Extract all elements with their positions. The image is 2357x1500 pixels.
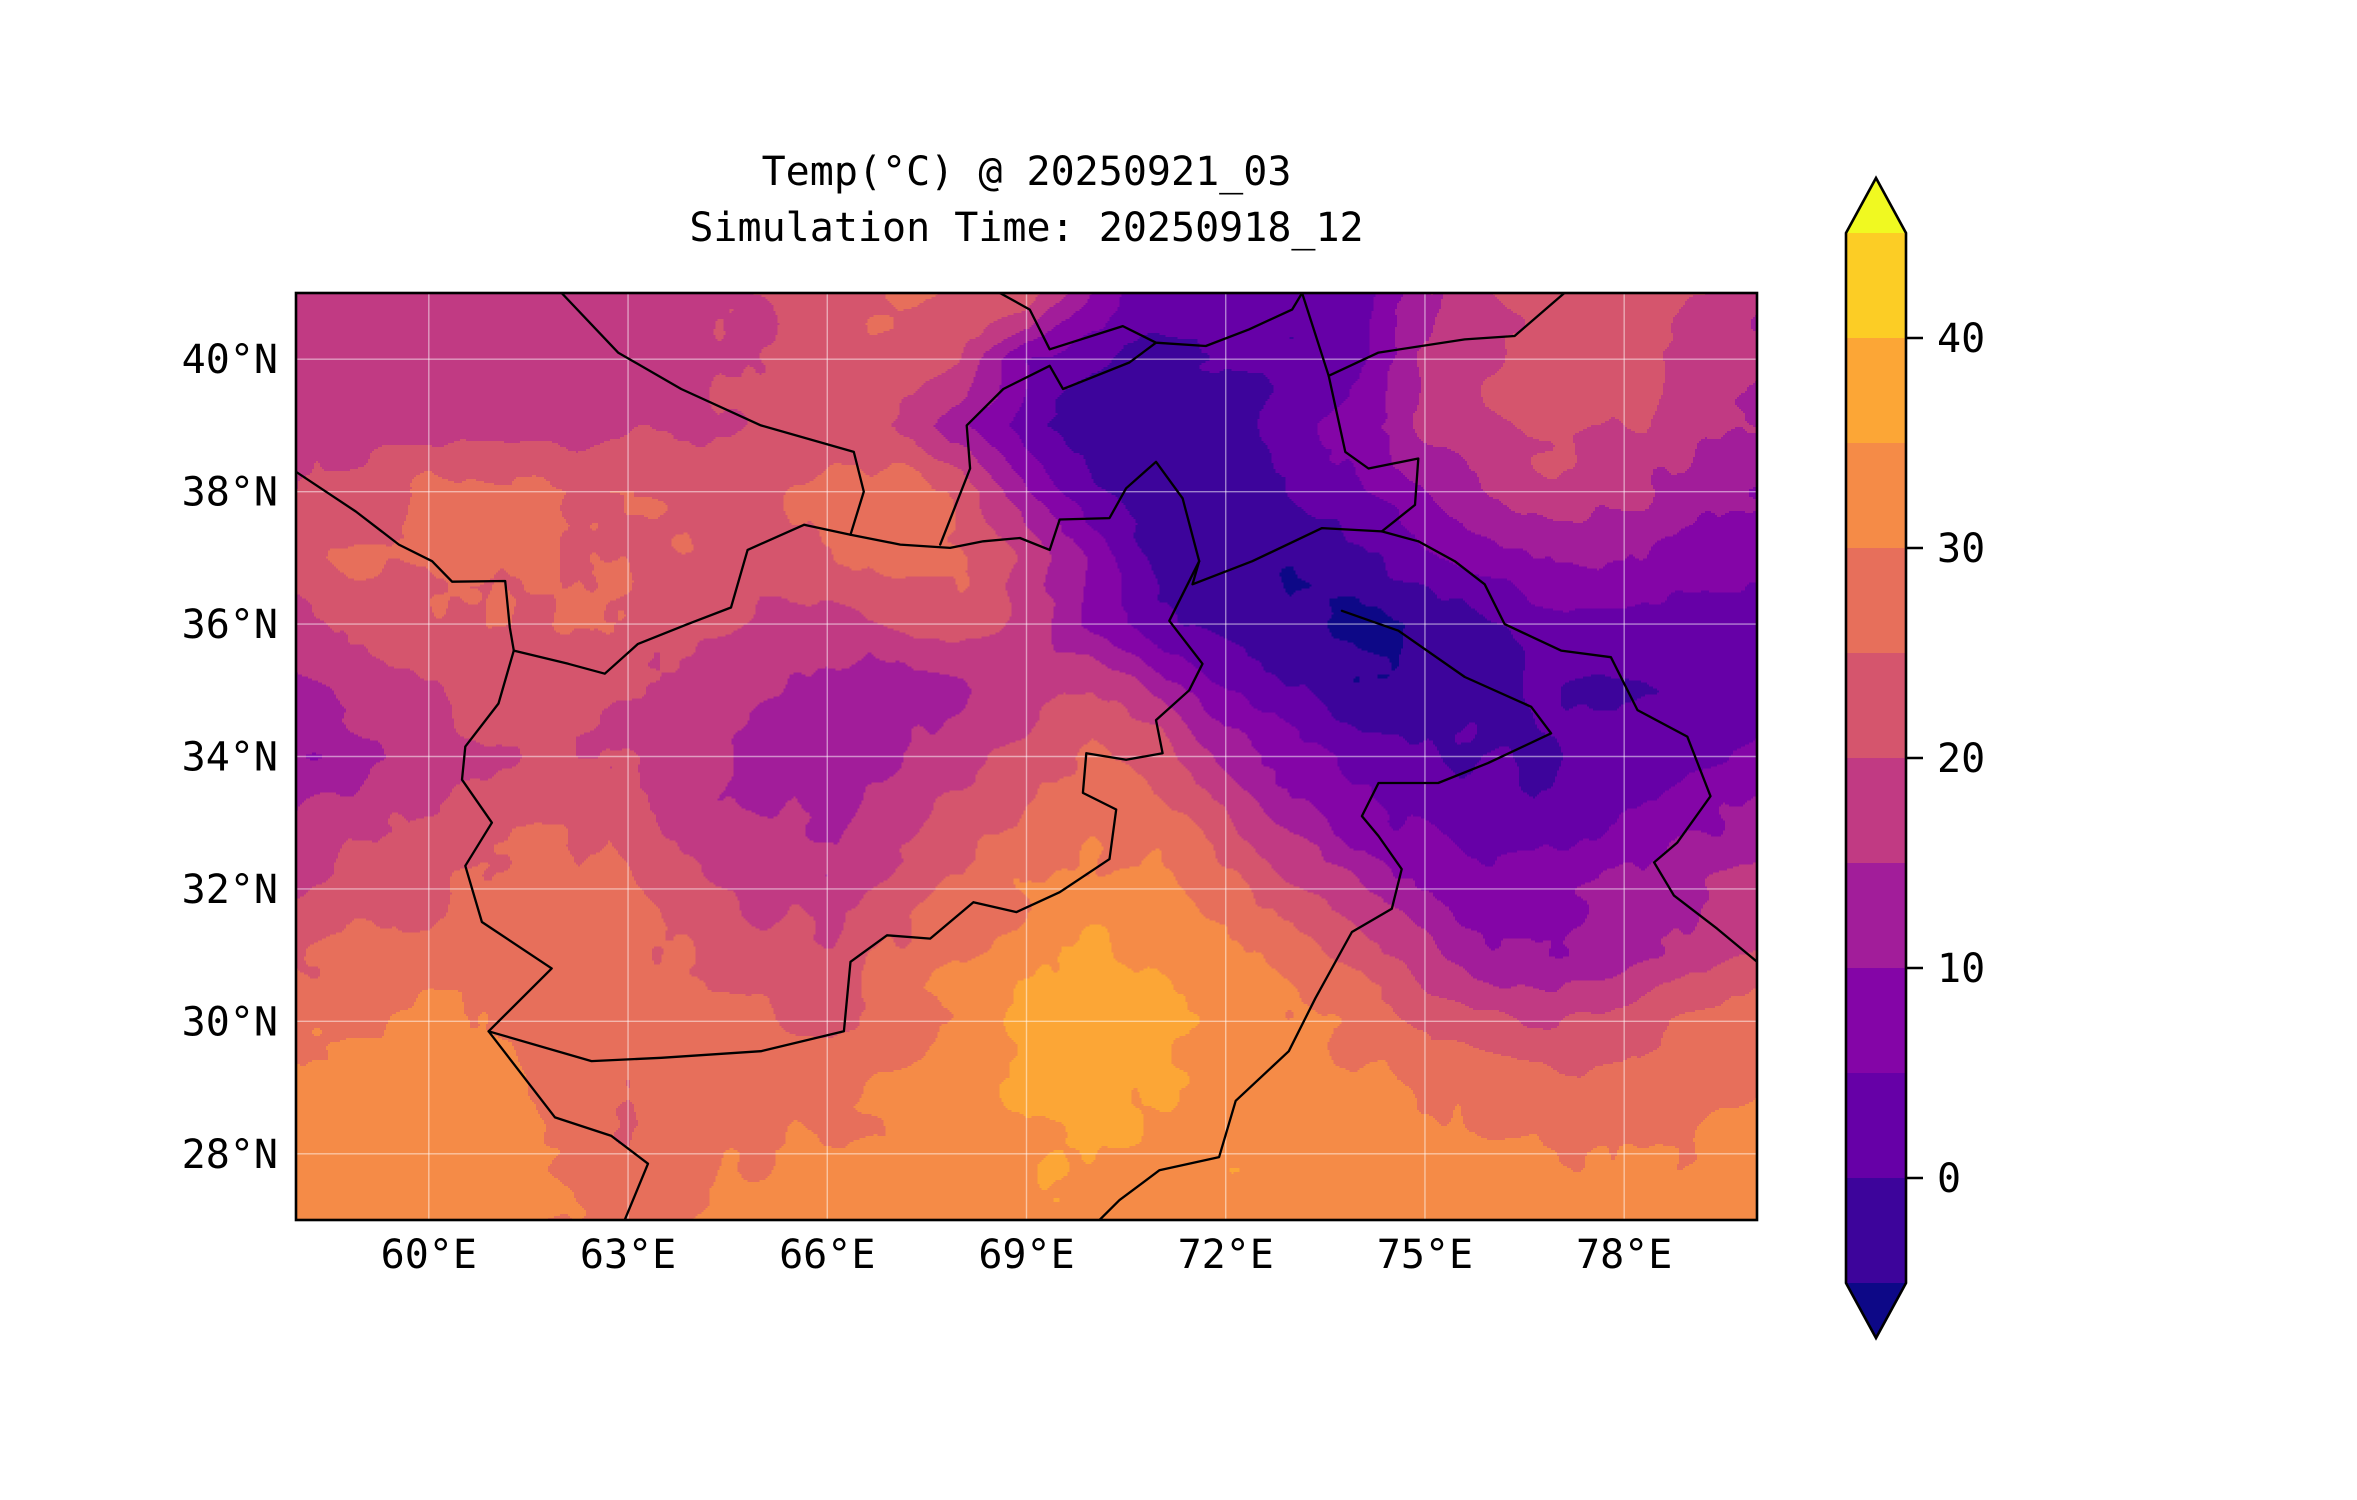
country-border-fergana-south bbox=[939, 341, 1158, 546]
colorbar-tick-label: 0 bbox=[1937, 1156, 1961, 1202]
chart-subtitle: Simulation Time: 20250918_12 bbox=[689, 205, 1364, 251]
colorbar-band bbox=[1846, 338, 1906, 444]
x-tick-label: 75°E bbox=[1377, 1232, 1473, 1278]
country-border-tajikistan-china bbox=[1327, 374, 1420, 533]
colorbar-tick-label: 10 bbox=[1937, 946, 1985, 992]
country-border-afghanistan-pakistan-durand bbox=[487, 560, 1204, 1063]
y-tick-label: 40°N bbox=[182, 337, 278, 383]
y-tick-label: 28°N bbox=[182, 1132, 278, 1178]
country-border-kyrgyzstan-china bbox=[1300, 293, 1566, 377]
colorbar-band bbox=[1846, 653, 1906, 759]
colorbar-arrow-over bbox=[1846, 178, 1906, 233]
country-border-fergana-north bbox=[998, 293, 1304, 351]
y-tick-label: 32°N bbox=[182, 867, 278, 913]
chart-title: Temp(°C) @ 20250921_03 bbox=[761, 149, 1292, 195]
y-tick-label: 38°N bbox=[182, 470, 278, 516]
colorbar-band bbox=[1846, 443, 1906, 549]
y-tick-label: 36°N bbox=[182, 602, 278, 648]
colorbar-band bbox=[1846, 233, 1906, 339]
map-frame bbox=[294, 291, 1759, 1222]
colorbar-band bbox=[1846, 968, 1906, 1074]
colorbar-band bbox=[1846, 548, 1906, 654]
y-tick-label: 34°N bbox=[182, 735, 278, 781]
country-border-afghanistan-north-amu-darya bbox=[849, 460, 1420, 586]
colorbar-tick-label: 20 bbox=[1937, 736, 1985, 782]
colorbar-band bbox=[1846, 863, 1906, 969]
country-border-iran-afghanistan bbox=[460, 649, 553, 1033]
x-tick-label: 63°E bbox=[580, 1232, 676, 1278]
colorbar-band bbox=[1846, 1073, 1906, 1179]
country-border-iran-pakistan bbox=[487, 1030, 650, 1220]
country-border-turkmenistan-uzbekistan bbox=[560, 293, 865, 536]
country-border-afghanistan-turkmenistan bbox=[512, 523, 852, 675]
country-border-china-pakistan-india bbox=[1417, 540, 1757, 963]
colorbar-tick-label: 40 bbox=[1937, 316, 1985, 362]
x-tick-label: 78°E bbox=[1576, 1232, 1672, 1278]
colorbar-band bbox=[1846, 758, 1906, 864]
x-tick-label: 72°E bbox=[1178, 1232, 1274, 1278]
x-tick-label: 60°E bbox=[381, 1232, 477, 1278]
country-border-iran-turkmenistan bbox=[296, 470, 515, 652]
colorbar-tick-label: 30 bbox=[1937, 526, 1985, 572]
y-tick-label: 30°N bbox=[182, 999, 278, 1045]
country-border-pakistan-india bbox=[1098, 609, 1553, 1220]
colorbar-arrow-under bbox=[1846, 1283, 1906, 1338]
colorbar-band bbox=[1846, 1178, 1906, 1284]
x-tick-label: 69°E bbox=[978, 1232, 1074, 1278]
x-tick-label: 66°E bbox=[779, 1232, 875, 1278]
colorbar-outline bbox=[1844, 175, 1908, 1341]
